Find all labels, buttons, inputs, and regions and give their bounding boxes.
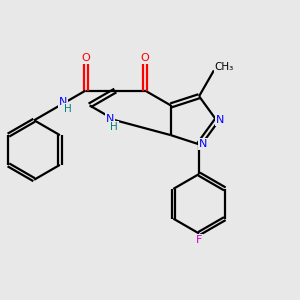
- Text: N: N: [106, 114, 114, 124]
- Text: N: N: [216, 115, 224, 125]
- Text: N: N: [59, 98, 67, 107]
- Text: CH₃: CH₃: [215, 62, 234, 72]
- Text: H: H: [110, 122, 118, 132]
- Text: F: F: [196, 235, 202, 245]
- Text: N: N: [199, 139, 207, 149]
- Text: H: H: [64, 104, 72, 114]
- Text: O: O: [141, 53, 149, 64]
- Text: O: O: [81, 53, 90, 64]
